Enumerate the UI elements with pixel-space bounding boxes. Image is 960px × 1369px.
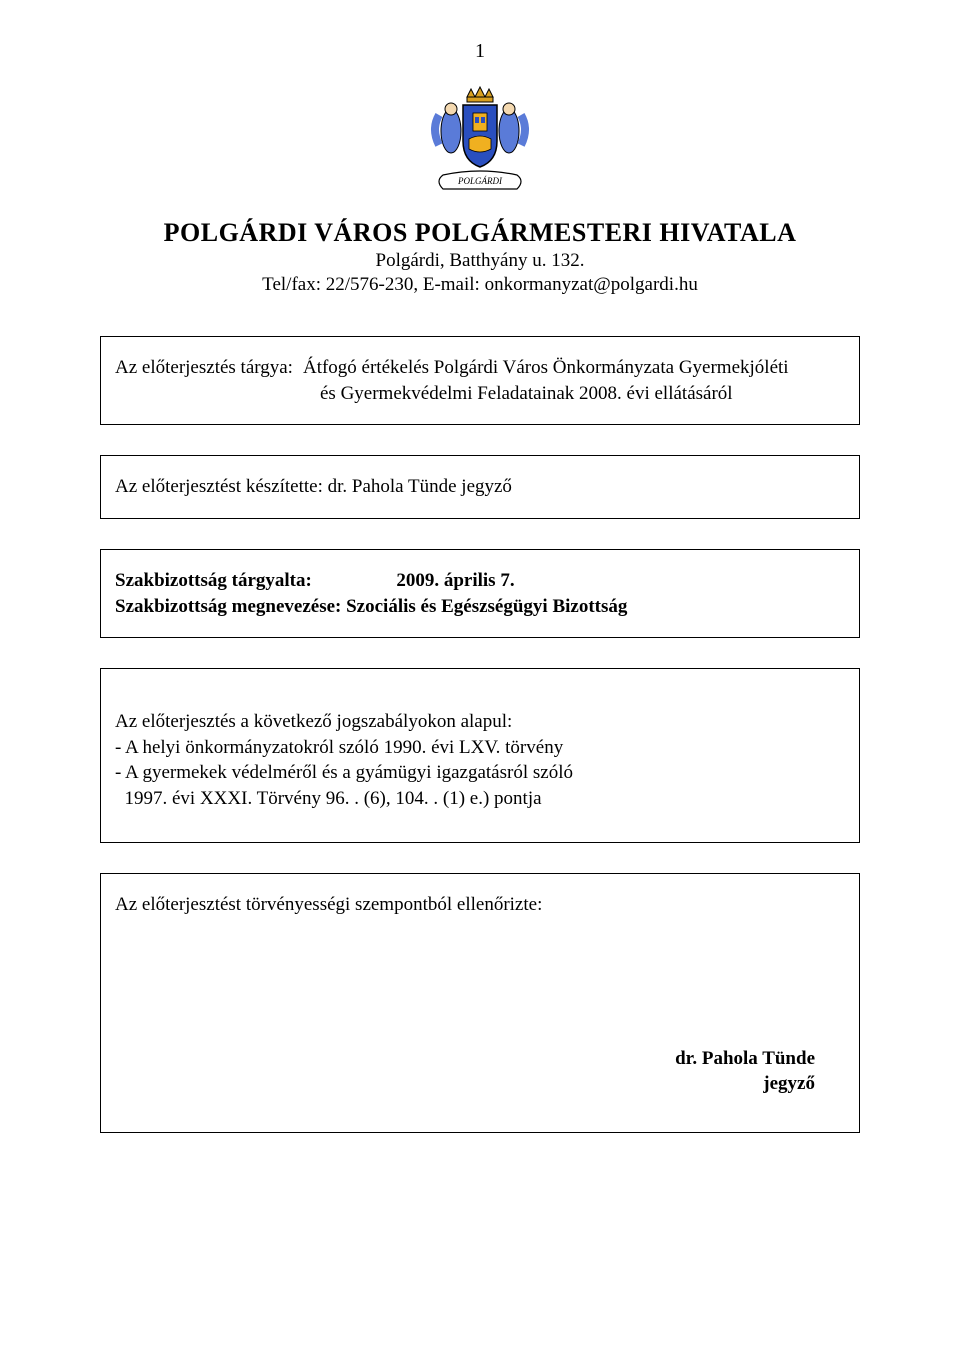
subject-value-line1: Átfogó értékelés Polgárdi Város Önkormán…: [303, 355, 789, 381]
legal-basis-item-1: - A gyermekek védelméről és a gyámügyi i…: [115, 760, 845, 786]
org-title: POLGÁRDI VÁROS POLGÁRMESTERI HIVATALA: [100, 218, 860, 248]
prepared-by-text: Az előterjesztést készítette: dr. Pahola…: [115, 476, 512, 497]
committee-date-value: 2009. április 7.: [396, 570, 514, 591]
signature-name: dr. Pahola Tünde: [115, 1047, 815, 1072]
review-text: Az előterjesztést törvényességi szempont…: [115, 892, 845, 918]
signature-role: jegyző: [115, 1072, 815, 1097]
legal-basis-item-2: 1997. évi XXXI. Törvény 96. . (6), 104. …: [115, 786, 845, 812]
committee-name: Szakbizottság megnevezése: Szociális és …: [115, 594, 845, 620]
box-subject: Az előterjesztés tárgya: Átfogó értékelé…: [100, 336, 860, 425]
box-legal-basis: Az előterjesztés a következő jogszabályo…: [100, 668, 860, 843]
org-address: Polgárdi, Batthyány u. 132.: [100, 250, 860, 272]
page: 1 POLGÁRDI POLGÁRDI VÁROS POLGÁRME: [0, 0, 960, 1369]
crest-banner-text: POLGÁRDI: [457, 176, 503, 186]
org-contact: Tel/fax: 22/576-230, E-mail: onkormanyza…: [100, 274, 860, 296]
box-prepared-by: Az előterjesztést készítette: dr. Pahola…: [100, 455, 860, 519]
subject-value-line2: és Gyermekvédelmi Feladatainak 2008. évi…: [320, 383, 733, 404]
legal-basis-heading: Az előterjesztés a következő jogszabályo…: [115, 709, 845, 735]
box-review: Az előterjesztést törvényességi szempont…: [100, 873, 860, 1133]
subject-label: Az előterjesztés tárgya:: [115, 355, 293, 381]
signature-block: dr. Pahola Tünde jegyző: [115, 1047, 845, 1096]
crest: POLGÁRDI: [100, 83, 860, 208]
page-number: 1: [100, 40, 860, 63]
coat-of-arms-icon: POLGÁRDI: [425, 83, 535, 203]
box-committee: Szakbizottság tárgyalta: 2009. április 7…: [100, 549, 860, 638]
committee-date-label: Szakbizottság tárgyalta:: [115, 570, 312, 591]
legal-basis-item-0: - A helyi önkormányzatokról szóló 1990. …: [115, 735, 845, 761]
